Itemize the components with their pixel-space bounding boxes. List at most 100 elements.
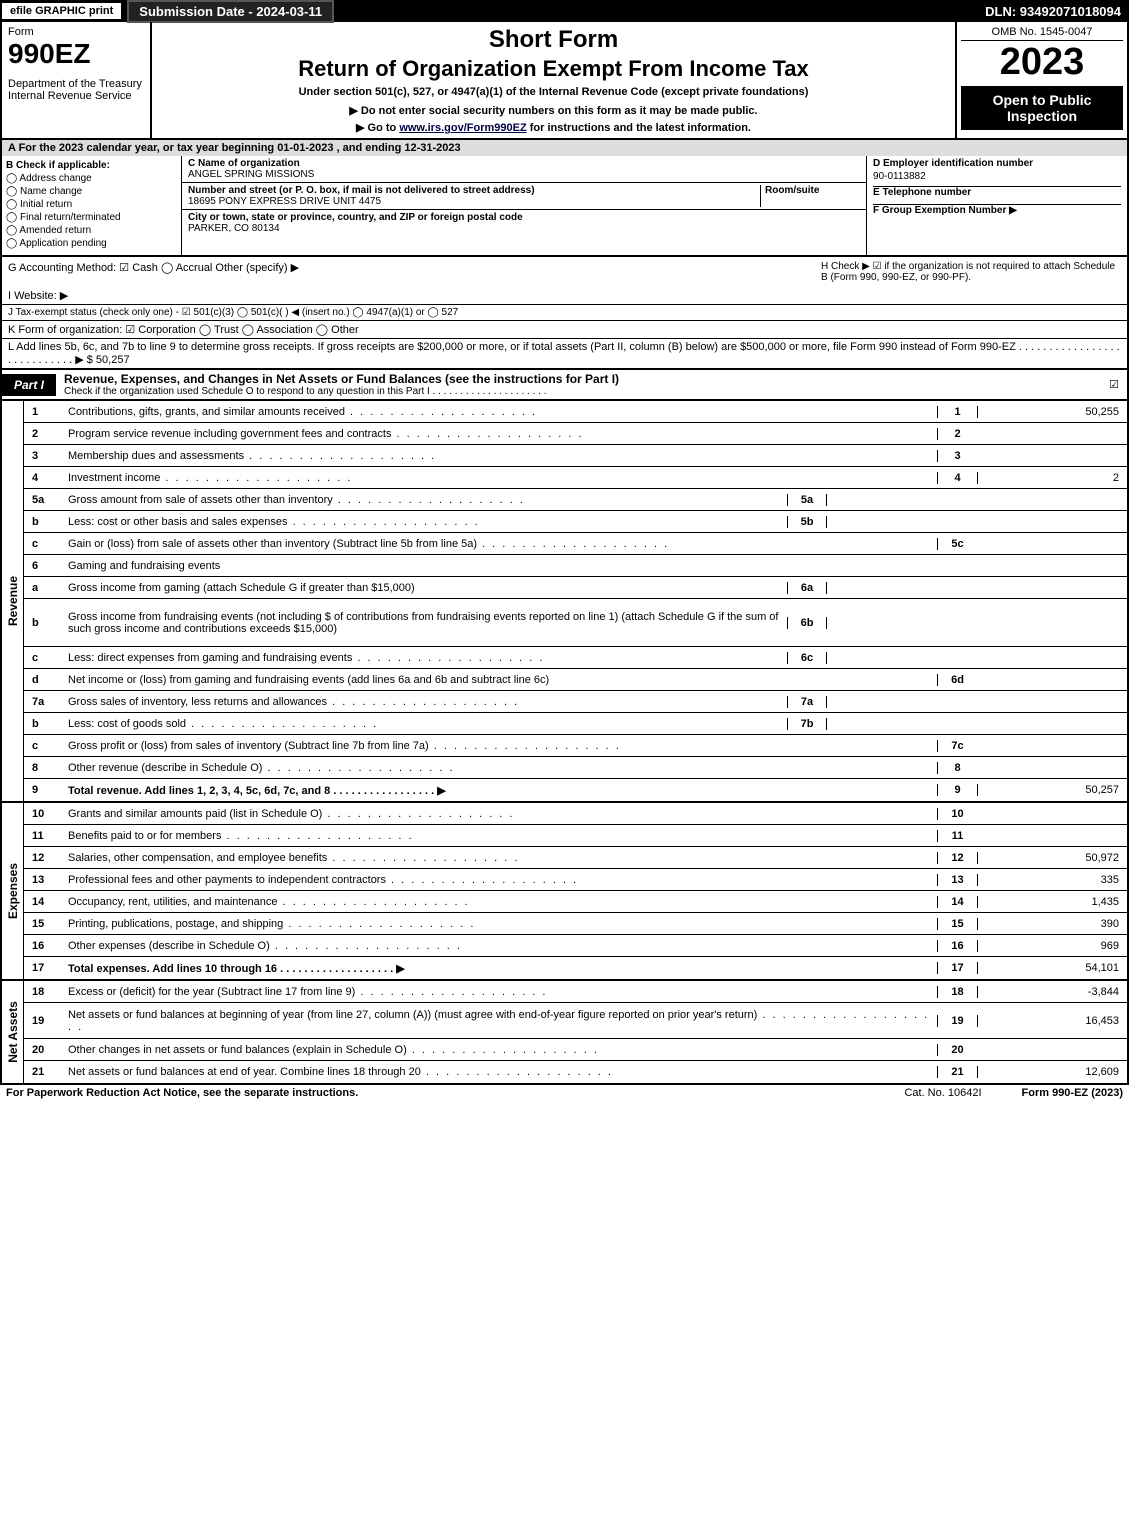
dept-label: Department of the Treasury Internal Reve… — [8, 78, 144, 102]
chk-address-change[interactable]: Address change — [6, 173, 177, 184]
omb-number: OMB No. 1545-0047 — [961, 26, 1123, 41]
part-1-title: Revenue, Expenses, and Changes in Net As… — [56, 370, 1109, 399]
row-gh: G Accounting Method: ☑ Cash ◯ Accrual Ot… — [0, 257, 1129, 287]
schedule-b-check: H Check ▶ ☑ if the organization is not r… — [821, 261, 1121, 283]
column-def: D Employer identification number 90-0113… — [867, 156, 1127, 255]
line-9: 9Total revenue. Add lines 1, 2, 3, 4, 5c… — [24, 779, 1127, 801]
tax-year: 2023 — [961, 41, 1123, 84]
part-1-checkbox[interactable]: ☑ — [1109, 378, 1127, 391]
instructions-link-row: ▶ Go to www.irs.gov/Form990EZ for instru… — [156, 121, 951, 134]
expenses-table: Expenses 10Grants and similar amounts pa… — [0, 803, 1129, 981]
line-5c: cGain or (loss) from sale of assets othe… — [24, 533, 1127, 555]
form-subtitle: Under section 501(c), 527, or 4947(a)(1)… — [156, 86, 951, 98]
line-14: 14Occupancy, rent, utilities, and mainte… — [24, 891, 1127, 913]
line-4: 4Investment income42 — [24, 467, 1127, 489]
line-6d: dNet income or (loss) from gaming and fu… — [24, 669, 1127, 691]
chk-final-return[interactable]: Final return/terminated — [6, 212, 177, 223]
line-7a: 7aGross sales of inventory, less returns… — [24, 691, 1127, 713]
line-8: 8Other revenue (describe in Schedule O)8 — [24, 757, 1127, 779]
line-6b: bGross income from fundraising events (n… — [24, 599, 1127, 647]
netassets-side-label: Net Assets — [2, 981, 24, 1083]
short-form-title: Short Form — [156, 26, 951, 54]
paperwork-notice: For Paperwork Reduction Act Notice, see … — [6, 1087, 358, 1099]
line-1: 1Contributions, gifts, grants, and simil… — [24, 401, 1127, 423]
form-word: Form — [8, 26, 144, 38]
line-20: 20Other changes in net assets or fund ba… — [24, 1039, 1127, 1061]
header-left: Form 990EZ Department of the Treasury In… — [2, 22, 152, 138]
street-cell: Number and street (or P. O. box, if mail… — [182, 183, 866, 210]
line-16: 16Other expenses (describe in Schedule O… — [24, 935, 1127, 957]
line-11: 11Benefits paid to or for members11 — [24, 825, 1127, 847]
header-right: OMB No. 1545-0047 2023 Open to Public In… — [957, 22, 1127, 138]
link-suffix: for instructions and the latest informat… — [527, 122, 751, 134]
street: 18695 PONY EXPRESS DRIVE UNIT 4475 — [188, 196, 381, 207]
ssn-warning: ▶ Do not enter social security numbers o… — [156, 104, 951, 117]
part-1-header: Part I Revenue, Expenses, and Changes in… — [0, 369, 1129, 401]
row-j-tax-exempt: J Tax-exempt status (check only one) - ☑… — [0, 305, 1129, 321]
part-1-subtitle: Check if the organization used Schedule … — [64, 386, 1101, 397]
chk-name-change[interactable]: Name change — [6, 186, 177, 197]
line-13: 13Professional fees and other payments t… — [24, 869, 1127, 891]
org-name: ANGEL SPRING MISSIONS — [188, 169, 314, 180]
column-c: C Name of organization ANGEL SPRING MISS… — [182, 156, 867, 255]
catalog-number: Cat. No. 10642I — [904, 1087, 981, 1099]
irs-link[interactable]: www.irs.gov/Form990EZ — [399, 122, 526, 134]
accounting-method: G Accounting Method: ☑ Cash ◯ Accrual Ot… — [8, 261, 821, 283]
row-k-org-form: K Form of organization: ☑ Corporation ◯ … — [0, 321, 1129, 339]
top-bar: efile GRAPHIC print Submission Date - 20… — [0, 0, 1129, 22]
line-2: 2Program service revenue including gover… — [24, 423, 1127, 445]
line-21: 21Net assets or fund balances at end of … — [24, 1061, 1127, 1083]
city-cell: City or town, state or province, country… — [182, 210, 866, 236]
line-3: 3Membership dues and assessments3 — [24, 445, 1127, 467]
ein-label: D Employer identification number — [873, 158, 1121, 169]
chk-application-pending[interactable]: Application pending — [6, 238, 177, 249]
page-footer: For Paperwork Reduction Act Notice, see … — [0, 1085, 1129, 1101]
netassets-label: Net Assets — [6, 1001, 20, 1063]
line-6: 6Gaming and fundraising events — [24, 555, 1127, 577]
line-7b: bLess: cost of goods sold7b — [24, 713, 1127, 735]
submission-date: Submission Date - 2024-03-11 — [127, 0, 334, 23]
line-6a: aGross income from gaming (attach Schedu… — [24, 577, 1127, 599]
revenue-label: Revenue — [6, 576, 20, 626]
org-name-label: C Name of organization — [188, 158, 300, 169]
line-10: 10Grants and similar amounts paid (list … — [24, 803, 1127, 825]
chk-amended-return[interactable]: Amended return — [6, 225, 177, 236]
part-1-badge: Part I — [2, 374, 56, 396]
row-l-gross-receipts: L Add lines 5b, 6c, and 7b to line 9 to … — [0, 339, 1129, 369]
tel-label: E Telephone number — [873, 187, 1121, 198]
line-7c: cGross profit or (loss) from sales of in… — [24, 735, 1127, 757]
line-5b: bLess: cost or other basis and sales exp… — [24, 511, 1127, 533]
efile-print-label[interactable]: efile GRAPHIC print — [0, 1, 123, 21]
street-label: Number and street (or P. O. box, if mail… — [188, 185, 535, 196]
row-i-website: I Website: ▶ — [0, 287, 1129, 305]
header-center: Short Form Return of Organization Exempt… — [152, 22, 957, 138]
city-label: City or town, state or province, country… — [188, 212, 523, 223]
part-1-title-text: Revenue, Expenses, and Changes in Net As… — [64, 372, 619, 386]
form-header: Form 990EZ Department of the Treasury In… — [0, 22, 1129, 140]
open-to-public: Open to Public Inspection — [961, 86, 1123, 130]
section-a: A For the 2023 calendar year, or tax yea… — [0, 140, 1129, 156]
line-17: 17Total expenses. Add lines 10 through 1… — [24, 957, 1127, 979]
form-title: Return of Organization Exempt From Incom… — [156, 56, 951, 82]
line-15: 15Printing, publications, postage, and s… — [24, 913, 1127, 935]
city: PARKER, CO 80134 — [188, 223, 280, 234]
row-bcdef: B Check if applicable: Address change Na… — [0, 156, 1129, 257]
chk-initial-return[interactable]: Initial return — [6, 199, 177, 210]
expenses-side-label: Expenses — [2, 803, 24, 979]
revenue-side-label: Revenue — [2, 401, 24, 801]
line-6c: cLess: direct expenses from gaming and f… — [24, 647, 1127, 669]
room-label: Room/suite — [765, 185, 819, 196]
ein: 90-0113882 — [873, 171, 1121, 187]
group-exemption-label: F Group Exemption Number ▶ — [873, 205, 1121, 216]
expenses-label: Expenses — [6, 863, 20, 919]
form-number: 990EZ — [8, 38, 144, 70]
column-b: B Check if applicable: Address change Na… — [2, 156, 182, 255]
form-footer: Form 990-EZ (2023) — [1022, 1087, 1123, 1099]
net-assets-table: Net Assets 18Excess or (deficit) for the… — [0, 981, 1129, 1085]
link-prefix: ▶ Go to — [356, 122, 399, 134]
line-19: 19Net assets or fund balances at beginni… — [24, 1003, 1127, 1039]
org-name-cell: C Name of organization ANGEL SPRING MISS… — [182, 156, 866, 183]
line-18: 18Excess or (deficit) for the year (Subt… — [24, 981, 1127, 1003]
col-b-header: B Check if applicable: — [6, 160, 177, 171]
line-12: 12Salaries, other compensation, and empl… — [24, 847, 1127, 869]
